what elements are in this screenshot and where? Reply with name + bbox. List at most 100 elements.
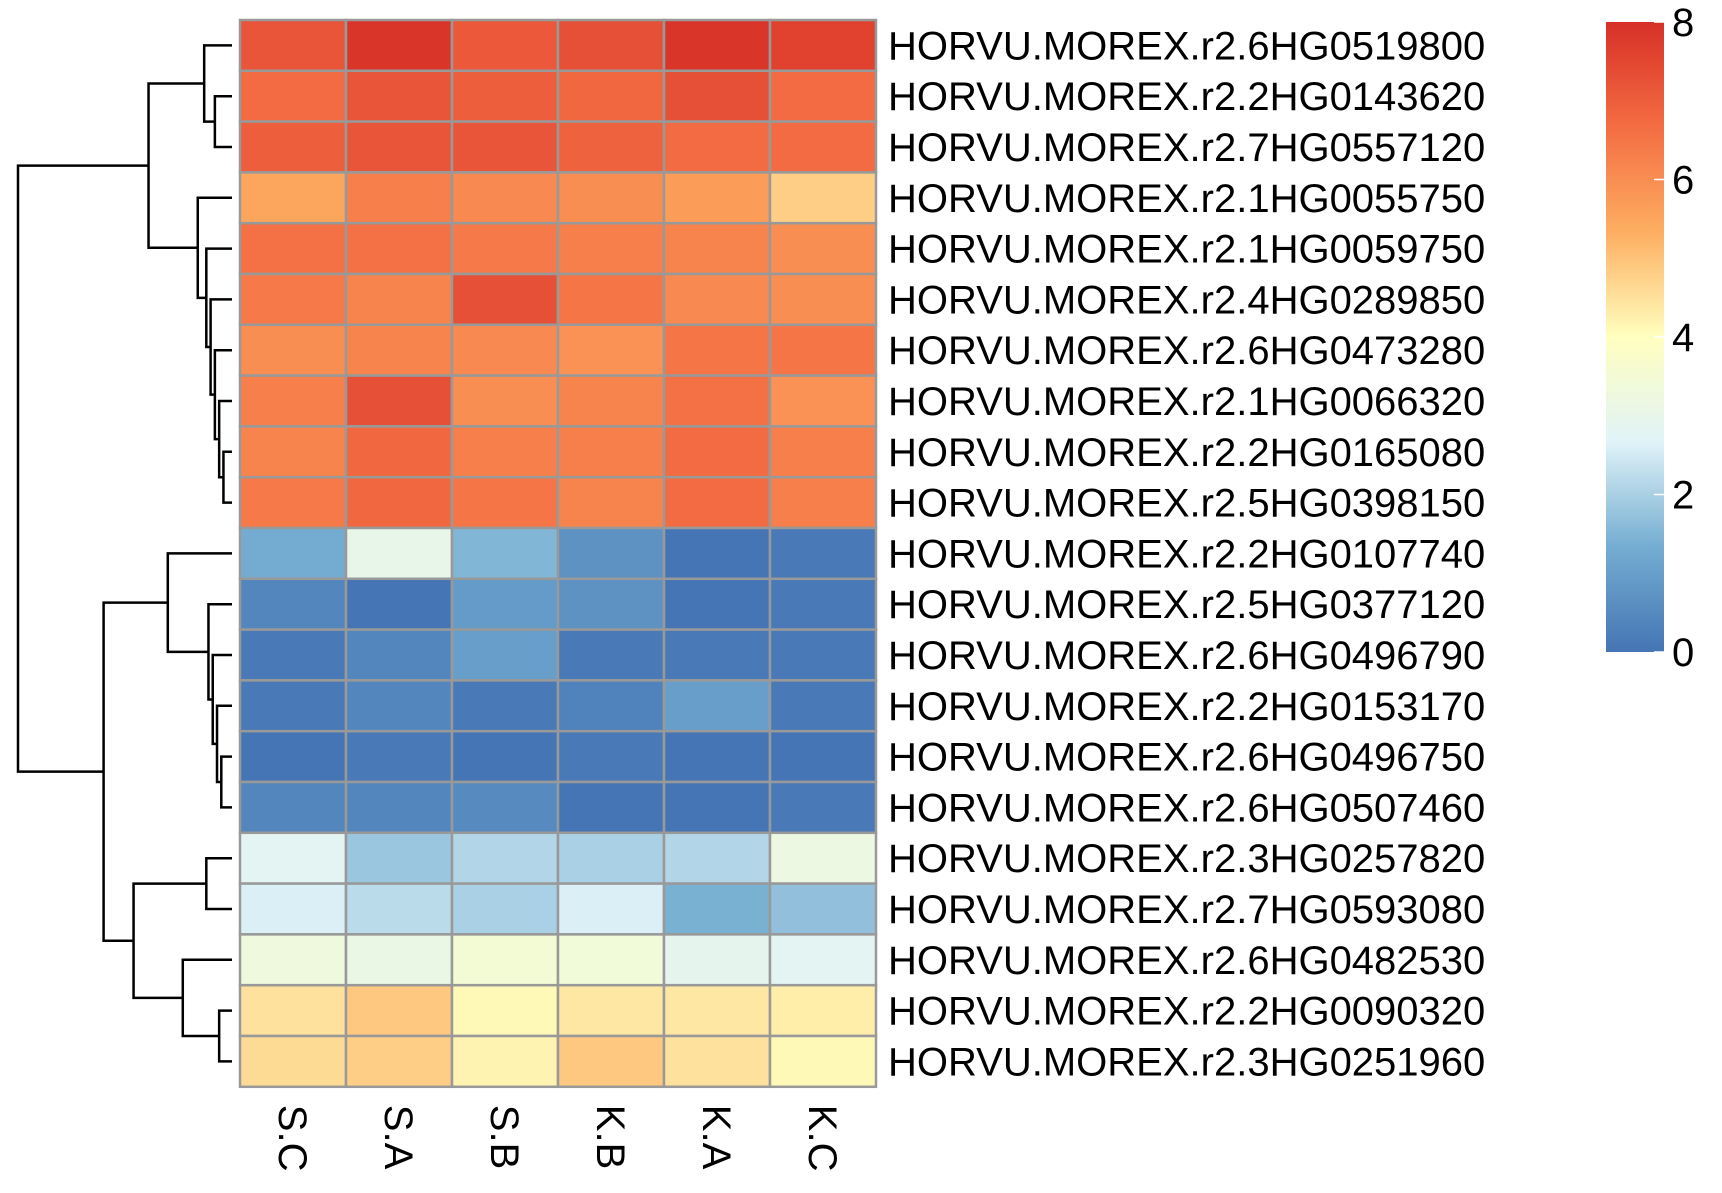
heatmap-cell (344, 221, 454, 276)
heatmap-cell (662, 628, 772, 682)
row-label: HORVU.MOREX.r2.1HG0055750 (888, 177, 1485, 221)
heatmap-cell (556, 475, 666, 530)
heatmap-cell (238, 831, 348, 885)
row-label: HORVU.MOREX.r2.7HG0593080 (888, 888, 1485, 932)
row-labels: HORVU.MOREX.r2.6HG0519800 HORVU.MOREX.r2.… (888, 24, 1485, 1084)
heatmap-cell (238, 628, 348, 682)
heatmap-cell (556, 882, 666, 936)
heatmap-cell (238, 983, 348, 1038)
dendrogram-branch (16, 164, 149, 773)
row-label: HORVU.MOREX.r2.6HG0473280 (888, 329, 1485, 373)
heatmap-cell (662, 171, 772, 225)
dendrogram-branch (205, 856, 232, 911)
heatmap-cell (662, 831, 772, 885)
heatmap-cell (238, 526, 348, 581)
heatmap-cell (662, 323, 772, 377)
row-label: HORVU.MOREX.r2.2HG0143620 (888, 75, 1485, 119)
heatmap-cell (344, 120, 454, 174)
heatmap-cell (450, 831, 560, 885)
dendrogram-branch (181, 958, 232, 1038)
colorbar-tick-label: 2 (1672, 474, 1694, 518)
heatmap-cell (450, 69, 560, 123)
heatmap-cell (238, 171, 348, 225)
row-label: HORVU.MOREX.r2.3HG0251960 (888, 1040, 1485, 1084)
heatmap-cell (556, 933, 666, 987)
dendrogram-branch (222, 450, 232, 504)
heatmap-cell (768, 69, 878, 123)
column-label: K.A (694, 1105, 738, 1170)
column-labels: S.C S.A S.B K.B K.A K.C (270, 1105, 844, 1172)
dendrogram-branch (213, 94, 232, 149)
heatmap-cell (768, 221, 878, 276)
row-label: HORVU.MOREX.r2.1HG0059750 (888, 228, 1485, 272)
heatmap-cell (344, 425, 454, 479)
heatmap-cell (556, 780, 666, 835)
heatmap-cell (768, 526, 878, 581)
heatmap-cell (450, 18, 560, 73)
heatmap-cell (768, 18, 878, 73)
heatmap-cell (556, 374, 666, 428)
heatmap-cell (450, 323, 560, 377)
heatmap-cell (344, 679, 454, 733)
heatmap-cell (768, 983, 878, 1038)
colorbar-tick-label: 0 (1672, 631, 1694, 675)
heatmap-cell (344, 323, 454, 377)
heatmap-cell (768, 475, 878, 530)
heatmap-cell (662, 475, 772, 530)
heatmap-cell (556, 577, 666, 631)
heatmap-cell (768, 628, 878, 682)
heatmap-cell (238, 475, 348, 530)
dendrogram-branch (213, 348, 232, 441)
heatmap-cell (238, 933, 348, 987)
heatmap-cell (344, 69, 454, 123)
heatmap-cell (344, 729, 454, 784)
column-label: S.C (270, 1105, 314, 1172)
heatmap-cell (768, 729, 878, 784)
dendrogram-branch (102, 601, 168, 942)
heatmap-cell (450, 425, 560, 479)
heatmap-cell (238, 323, 348, 377)
dendrogram-branch (211, 653, 232, 746)
heatmap-cell (768, 577, 878, 631)
heatmap-cell (238, 374, 348, 428)
heatmap-cell (450, 171, 560, 225)
heatmap-cell (768, 882, 878, 936)
row-label: HORVU.MOREX.r2.7HG0557120 (888, 126, 1485, 170)
heatmap-cell (556, 831, 666, 885)
heatmap-cell (556, 221, 666, 276)
heatmap-cell (238, 18, 348, 73)
heatmap-cell (768, 425, 878, 479)
heatmap-cell (344, 1034, 454, 1089)
dendrogram-branch (147, 82, 205, 250)
heatmap-cell (344, 171, 454, 225)
heatmap-cell (450, 526, 560, 581)
row-label: HORVU.MOREX.r2.2HG0107740 (888, 532, 1485, 576)
colorbar-tick-label: 8 (1672, 1, 1694, 45)
heatmap-cell (450, 882, 560, 936)
heatmap-cell (450, 120, 560, 174)
heatmap-cell (662, 679, 772, 733)
heatmap-cell (768, 171, 878, 225)
heatmap-cell (662, 577, 772, 631)
row-label: HORVU.MOREX.r2.2HG0090320 (888, 990, 1485, 1034)
heatmap-cell (238, 221, 348, 276)
heatmap-cell (662, 780, 772, 835)
heatmap-cell (662, 374, 772, 428)
heatmap-cell (450, 1034, 560, 1089)
heatmap-cell (556, 120, 666, 174)
row-label: HORVU.MOREX.r2.1HG0066320 (888, 380, 1485, 424)
heatmap-cell (344, 933, 454, 987)
row-label: HORVU.MOREX.r2.5HG0398150 (888, 482, 1485, 526)
heatmap-cell (238, 425, 348, 479)
heatmap-cell (662, 526, 772, 581)
dendrogram-branch (132, 882, 207, 1000)
heatmap-cell (344, 475, 454, 530)
heatmap-cell (344, 272, 454, 327)
heatmap-cell (768, 272, 878, 327)
heatmap-cell (768, 120, 878, 174)
dendrogram-branch (217, 399, 232, 479)
heatmap-cell (450, 374, 560, 428)
heatmap-cell (238, 120, 348, 174)
heatmap-cell (450, 729, 560, 784)
